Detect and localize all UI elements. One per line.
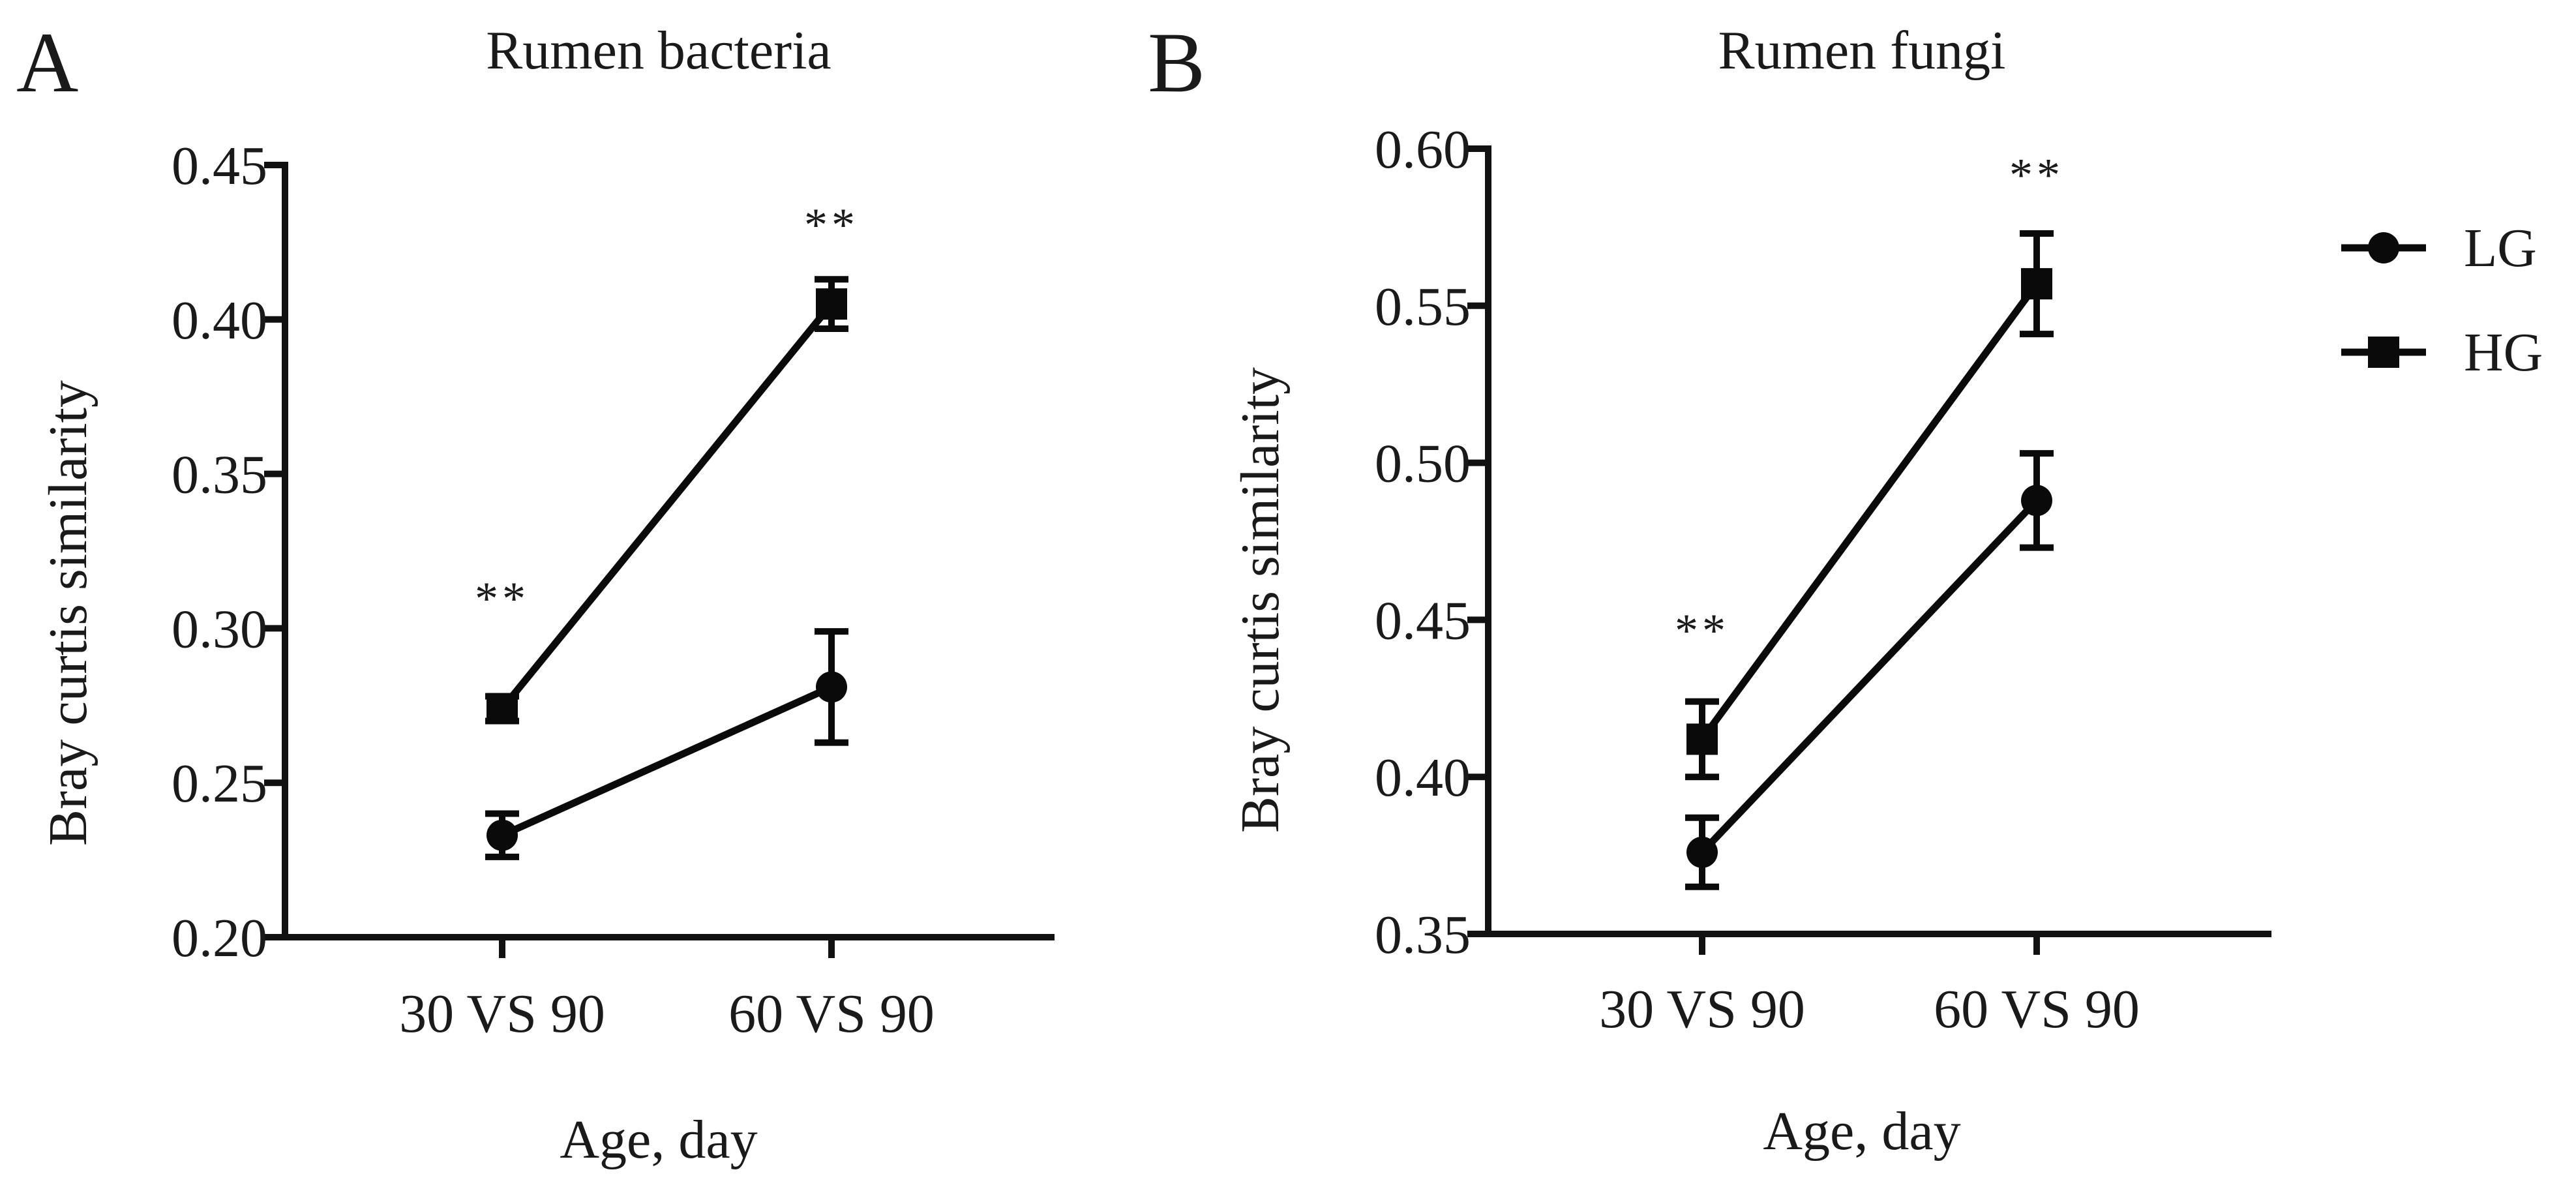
panel-a-significance-mark: ** (804, 199, 859, 251)
panel-b-axes (1485, 145, 2271, 937)
panel-b-significance-mark: ** (1675, 605, 1730, 657)
legend-lg-label: LG (2464, 218, 2537, 278)
panel-a-ticks: 0.20 0.25 0.30 0.35 0.40 0.45 30 VS 90 60 VS 90 (172, 136, 935, 1044)
panel-b-title: Rumen fungi (1718, 20, 2006, 81)
panel-b-y-tick-label: 0.35 (1375, 905, 1471, 965)
panel-a-x-tick-label: 30 VS 90 (399, 984, 605, 1044)
panel-b-y-tick-label: 0.40 (1375, 747, 1471, 808)
panel-b-y-tick-label: 0.55 (1375, 277, 1471, 337)
panel-a-y-tick-label: 0.35 (172, 445, 267, 505)
panel-b-series-hg-point (2021, 268, 2052, 300)
panel-b-y-tick-label: 0.50 (1375, 434, 1471, 494)
panel-b-series (1685, 230, 2054, 890)
panel-a-significance-mark: ** (475, 573, 530, 625)
panel-a-series-hg-line (499, 301, 835, 712)
panel-b-y-axis-title: Bray curtis similarity (1230, 367, 1291, 833)
panel-b-x-tick-label: 60 VS 90 (1934, 979, 2140, 1040)
panel-a-series (485, 276, 848, 860)
panel-b-significance-mark: ** (2009, 149, 2064, 202)
panel-b-x-axis-title: Age, day (1763, 1101, 1960, 1162)
panel-a-y-tick-label: 0.45 (172, 136, 267, 196)
panel-a: A Rumen bacteria Age, day Bray curtis si… (16, 14, 1055, 1170)
panel-b-series-lg-point (1686, 836, 1718, 868)
legend-hg-label: HG (2464, 322, 2543, 383)
panel-a-letter: A (16, 14, 78, 110)
panel-b: B Rumen fungi Age, day Bray curtis simil… (1148, 14, 2271, 1162)
panel-b-ticks: 0.35 0.40 0.45 0.50 0.55 0.60 30 VS 90 60 VS 90 (1375, 119, 2140, 1040)
legend-lg-marker (2368, 232, 2399, 263)
panel-a-y-tick-label: 0.30 (172, 599, 267, 659)
panel-b-series-lg-line (1700, 498, 2039, 855)
panel-a-series-hg-point (816, 288, 847, 320)
panel-b-series-hg-point (1686, 723, 1718, 755)
panel-a-series-lg-line (500, 684, 833, 839)
panel-b-x-tick-label: 30 VS 90 (1599, 979, 1805, 1040)
panel-a-x-tick-label: 60 VS 90 (728, 984, 935, 1044)
panel-a-y-tick-label: 0.40 (172, 290, 267, 351)
panel-a-y-axis-title: Bray curtis similarity (38, 380, 98, 846)
panel-a-series-lg-point (816, 671, 847, 703)
panel-a-title: Rumen bacteria (486, 20, 831, 81)
panel-a-y-tick-label: 0.20 (172, 908, 267, 969)
legend-item-lg: LG (2341, 218, 2537, 278)
legend-item-hg: HG (2341, 322, 2543, 383)
panel-b-letter: B (1148, 14, 1205, 110)
panel-a-axes (282, 162, 1055, 940)
panel-a-series-hg-point (487, 693, 518, 725)
panel-b-annotations: ** ** (1675, 149, 2064, 657)
panel-b-series-lg-point (2021, 485, 2052, 517)
legend-hg-marker (2368, 337, 2399, 368)
panel-b-y-tick-label: 0.45 (1375, 590, 1471, 651)
panel-a-y-tick-label: 0.25 (172, 753, 267, 814)
panel-a-annotations: ** ** (475, 199, 859, 625)
panel-b-series-hg-line (1699, 281, 2040, 742)
panel-a-series-lg-point (487, 819, 518, 851)
panel-b-y-tick-label: 0.60 (1375, 119, 1471, 180)
panel-a-x-axis-title: Age, day (560, 1109, 757, 1170)
legend: LG HG (2341, 218, 2543, 383)
